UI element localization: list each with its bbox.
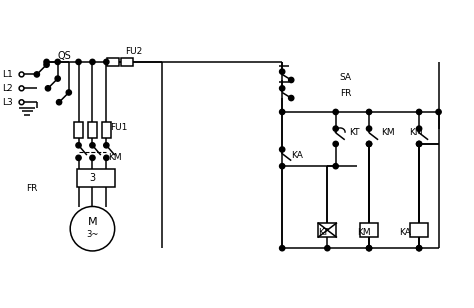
Bar bbox=[319, 223, 337, 237]
Circle shape bbox=[366, 126, 372, 131]
Circle shape bbox=[333, 141, 338, 147]
Bar bbox=[410, 223, 428, 237]
Circle shape bbox=[76, 143, 81, 148]
Circle shape bbox=[366, 109, 372, 115]
Circle shape bbox=[280, 245, 285, 251]
Circle shape bbox=[417, 109, 422, 115]
Circle shape bbox=[325, 245, 330, 251]
Text: 3~: 3~ bbox=[86, 230, 99, 239]
Text: FR: FR bbox=[26, 184, 37, 193]
Text: KA: KA bbox=[291, 151, 303, 160]
Text: FR: FR bbox=[340, 89, 351, 98]
Circle shape bbox=[104, 59, 109, 65]
Circle shape bbox=[417, 245, 422, 251]
Text: L1: L1 bbox=[2, 70, 13, 79]
Circle shape bbox=[104, 155, 109, 160]
Bar bbox=[88, 122, 97, 138]
Circle shape bbox=[44, 59, 49, 65]
Circle shape bbox=[46, 86, 51, 91]
Circle shape bbox=[34, 72, 39, 77]
Text: L2: L2 bbox=[2, 84, 13, 93]
Text: FU2: FU2 bbox=[126, 47, 143, 56]
Circle shape bbox=[66, 90, 72, 95]
Circle shape bbox=[366, 245, 372, 251]
Circle shape bbox=[333, 164, 338, 169]
Circle shape bbox=[417, 126, 422, 131]
Text: FU1: FU1 bbox=[110, 124, 128, 132]
Circle shape bbox=[76, 155, 81, 160]
Bar bbox=[108, 58, 119, 66]
Circle shape bbox=[280, 69, 285, 74]
Circle shape bbox=[56, 99, 62, 105]
Text: KA: KA bbox=[399, 229, 411, 237]
Circle shape bbox=[289, 77, 294, 83]
Circle shape bbox=[417, 245, 422, 251]
Circle shape bbox=[333, 109, 338, 115]
Circle shape bbox=[333, 126, 338, 131]
Text: 3: 3 bbox=[90, 173, 95, 183]
Bar bbox=[77, 169, 115, 187]
Bar bbox=[74, 122, 83, 138]
Circle shape bbox=[76, 59, 81, 65]
Circle shape bbox=[90, 59, 95, 65]
Circle shape bbox=[55, 76, 60, 81]
Circle shape bbox=[44, 62, 49, 67]
Circle shape bbox=[436, 109, 441, 115]
Circle shape bbox=[366, 245, 372, 251]
Bar bbox=[121, 58, 133, 66]
Text: KM: KM bbox=[109, 153, 122, 162]
Circle shape bbox=[366, 141, 372, 147]
Text: KT: KT bbox=[350, 128, 360, 137]
Text: KM: KM bbox=[382, 128, 395, 137]
Circle shape bbox=[417, 141, 422, 147]
Circle shape bbox=[366, 141, 372, 147]
Text: KM: KM bbox=[410, 128, 423, 137]
Text: KM: KM bbox=[356, 229, 370, 237]
Circle shape bbox=[280, 147, 285, 152]
Circle shape bbox=[280, 109, 285, 115]
Bar bbox=[102, 122, 111, 138]
Circle shape bbox=[289, 95, 294, 101]
Circle shape bbox=[280, 164, 285, 169]
Text: M: M bbox=[88, 217, 97, 227]
Text: SA: SA bbox=[340, 73, 352, 82]
Circle shape bbox=[280, 86, 285, 91]
Circle shape bbox=[90, 143, 95, 148]
Text: QS: QS bbox=[58, 51, 72, 61]
Circle shape bbox=[417, 141, 422, 147]
Text: L3: L3 bbox=[2, 98, 13, 107]
Bar bbox=[360, 223, 378, 237]
Circle shape bbox=[90, 155, 95, 160]
Circle shape bbox=[104, 143, 109, 148]
Circle shape bbox=[55, 59, 60, 65]
Text: KT: KT bbox=[318, 229, 328, 237]
